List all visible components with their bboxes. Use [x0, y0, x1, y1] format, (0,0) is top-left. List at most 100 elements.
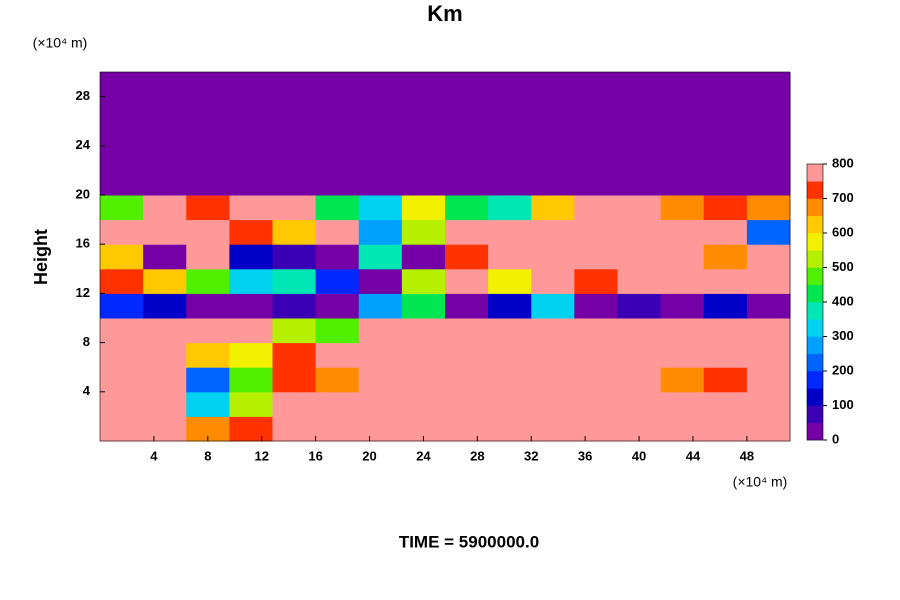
heatmap-cell	[746, 268, 791, 294]
colorbar-step	[807, 250, 823, 268]
heatmap-cell	[272, 367, 317, 393]
heatmap-cell	[445, 195, 489, 221]
x-tick-label: 16	[308, 448, 322, 463]
heatmap-cell	[746, 244, 791, 270]
heatmap-cell	[660, 72, 705, 98]
heatmap-cell	[574, 244, 618, 270]
heatmap-cell	[401, 72, 446, 98]
x-tick-label: 8	[204, 448, 211, 463]
heatmap-cell	[401, 367, 446, 393]
heatmap-cell	[617, 244, 662, 270]
heatmap-cell	[100, 318, 144, 344]
heatmap-cell	[315, 318, 360, 344]
heatmap-cell	[574, 367, 618, 393]
heatmap-cell	[315, 72, 360, 98]
heatmap-cell	[703, 293, 748, 319]
heatmap-cell	[660, 121, 705, 147]
heatmap-cell	[488, 195, 532, 221]
heatmap-cell	[617, 195, 662, 221]
heatmap-cell	[186, 121, 230, 147]
colorbar-tick-label: 0	[832, 431, 839, 446]
heatmap-cell	[143, 416, 187, 442]
heatmap-cell	[703, 244, 748, 270]
heatmap-cell	[531, 318, 575, 344]
colorbar-step	[807, 422, 823, 441]
heatmap-cell	[703, 367, 748, 393]
heatmap-cell	[143, 318, 187, 344]
heatmap-cell	[100, 72, 144, 98]
heatmap-cell	[401, 391, 446, 417]
colorbar-tick-label: 200	[832, 362, 854, 377]
colorbar-step	[807, 233, 823, 251]
heatmap-cell	[272, 219, 317, 245]
heatmap-cell	[746, 219, 791, 245]
heatmap-cell	[272, 391, 317, 417]
heatmap-cell	[272, 244, 317, 270]
heatmap-cell	[401, 318, 446, 344]
heatmap-cell	[445, 268, 489, 294]
heatmap-cell	[272, 318, 317, 344]
heatmap-cell	[488, 367, 532, 393]
heatmap-cell	[445, 72, 489, 98]
x-unit-label: (×10⁴ m)	[733, 474, 788, 490]
heatmap-cell	[703, 195, 748, 221]
heatmap-cell	[660, 219, 705, 245]
heatmap-cell	[358, 121, 403, 147]
heatmap-cell	[272, 121, 317, 147]
heatmap-cell	[531, 145, 575, 171]
heatmap-cell	[100, 244, 144, 270]
heatmap-cell	[358, 268, 403, 294]
heatmap-cell	[229, 244, 273, 270]
heatmap-cell	[660, 96, 705, 122]
heatmap-cell	[746, 72, 791, 98]
heatmap-cell	[531, 342, 575, 368]
heatmap-cell	[143, 367, 187, 393]
heatmap-cell	[229, 268, 273, 294]
heatmap-cell	[100, 391, 144, 417]
heatmap-cell	[100, 121, 144, 147]
heatmap-cell	[186, 342, 230, 368]
heatmap-cell	[488, 268, 532, 294]
heatmap-cell	[358, 195, 403, 221]
heatmap-cell	[488, 72, 532, 98]
heatmap-cell	[401, 219, 446, 245]
heatmap-cell	[531, 367, 575, 393]
colorbar-step	[807, 181, 823, 199]
heatmap-cell	[100, 367, 144, 393]
heatmap-cell	[229, 170, 273, 196]
heatmap-cell	[186, 391, 230, 417]
heatmap-cell	[488, 145, 532, 171]
heatmap-cell	[229, 342, 273, 368]
x-tick-label: 24	[416, 448, 431, 463]
heatmap-cell	[315, 195, 360, 221]
x-tick-label: 36	[578, 448, 592, 463]
heatmap-cell	[315, 145, 360, 171]
colorbar-tick-label: 500	[832, 259, 854, 274]
heatmap-cell	[574, 219, 618, 245]
heatmap-cell	[574, 195, 618, 221]
heatmap-cell	[100, 145, 144, 171]
heatmap-cell	[660, 268, 705, 294]
heatmap-cell	[746, 367, 791, 393]
heatmap-cell	[746, 170, 791, 196]
heatmap-cell	[574, 145, 618, 171]
heatmap-cell	[617, 72, 662, 98]
heatmap-cell	[358, 244, 403, 270]
heatmap-cell	[143, 244, 187, 270]
heatmap-cell	[272, 195, 317, 221]
heatmap-cell	[186, 293, 230, 319]
heatmap-cell	[574, 96, 618, 122]
heatmap-cell	[746, 416, 791, 442]
heatmap-cell	[315, 367, 360, 393]
heatmap-cell	[660, 170, 705, 196]
heatmap-cell	[358, 342, 403, 368]
heatmap-cell	[358, 219, 403, 245]
heatmap-cell	[445, 121, 489, 147]
heatmap-cell	[746, 391, 791, 417]
heatmap-cell	[401, 121, 446, 147]
heatmap-cell	[445, 219, 489, 245]
heatmap-cell	[272, 293, 317, 319]
heatmap-cell	[186, 268, 230, 294]
heatmap-cell	[143, 195, 187, 221]
heatmap-cell	[574, 293, 618, 319]
